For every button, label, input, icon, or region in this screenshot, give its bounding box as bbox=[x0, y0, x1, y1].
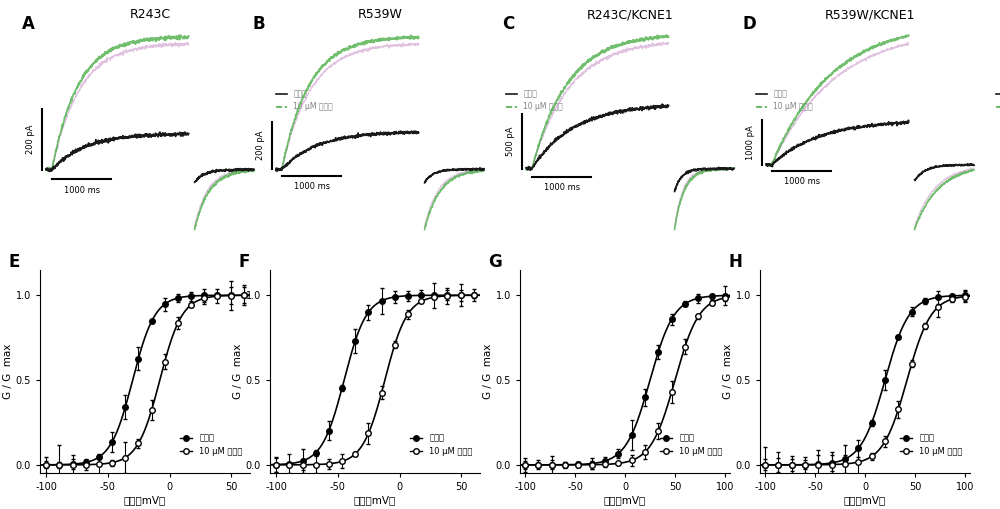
Text: H: H bbox=[728, 253, 742, 271]
Legend: 对照组, 10 μM 六氯酚: 对照组, 10 μM 六氯酚 bbox=[897, 430, 966, 459]
X-axis label: 电压（mV）: 电压（mV） bbox=[354, 495, 396, 505]
Text: 500 pA: 500 pA bbox=[506, 127, 515, 156]
Y-axis label: G / G  max: G / G max bbox=[483, 344, 493, 399]
Text: C: C bbox=[502, 15, 515, 33]
Legend: 对照组, 10 μM 六氯酚: 对照组, 10 μM 六氯酚 bbox=[407, 430, 476, 459]
Text: F: F bbox=[239, 253, 250, 271]
Text: 200 pA: 200 pA bbox=[26, 125, 35, 154]
Y-axis label: G / G  max: G / G max bbox=[233, 344, 243, 399]
Text: 1000 ms: 1000 ms bbox=[64, 186, 100, 195]
Text: R539W/KCNE1: R539W/KCNE1 bbox=[825, 8, 915, 21]
Text: R539W: R539W bbox=[358, 8, 402, 21]
Y-axis label: G / G  max: G / G max bbox=[723, 344, 733, 399]
Text: 1000 ms: 1000 ms bbox=[784, 177, 820, 186]
Legend: 对照组, 10 μM 六氯酚: 对照组, 10 μM 六氯酚 bbox=[756, 90, 813, 111]
Text: E: E bbox=[8, 253, 20, 271]
Text: 1000 ms: 1000 ms bbox=[544, 183, 580, 192]
Text: G: G bbox=[488, 253, 502, 271]
Text: R243C/KCNE1: R243C/KCNE1 bbox=[587, 8, 673, 21]
Y-axis label: G / G  max: G / G max bbox=[3, 344, 13, 399]
Legend: 对照组, 10 μM 六氯酚: 对照组, 10 μM 六氯酚 bbox=[506, 90, 563, 111]
Text: D: D bbox=[742, 15, 756, 33]
Text: 200 pA: 200 pA bbox=[256, 131, 265, 160]
Text: B: B bbox=[252, 15, 265, 33]
Legend: 对照组, 10 μM 六氯酚: 对照组, 10 μM 六氯酚 bbox=[177, 430, 246, 459]
X-axis label: 电压（mV）: 电压（mV） bbox=[124, 495, 166, 505]
Text: R243C: R243C bbox=[129, 8, 171, 21]
Legend: 对照组, 10 μM 六氯酚: 对照组, 10 μM 六氯酚 bbox=[657, 430, 726, 459]
X-axis label: 电压（mV）: 电压（mV） bbox=[844, 495, 886, 505]
Legend: 对照组, 10 μM 六氯酚: 对照组, 10 μM 六氯酚 bbox=[996, 90, 1000, 111]
Legend: 对照组, 10 μM 六氯酚: 对照组, 10 μM 六氯酚 bbox=[276, 90, 333, 111]
Text: A: A bbox=[22, 15, 35, 33]
Text: 1000 ms: 1000 ms bbox=[294, 182, 330, 191]
Text: 1000 pA: 1000 pA bbox=[746, 125, 755, 160]
X-axis label: 电压（mV）: 电压（mV） bbox=[604, 495, 646, 505]
